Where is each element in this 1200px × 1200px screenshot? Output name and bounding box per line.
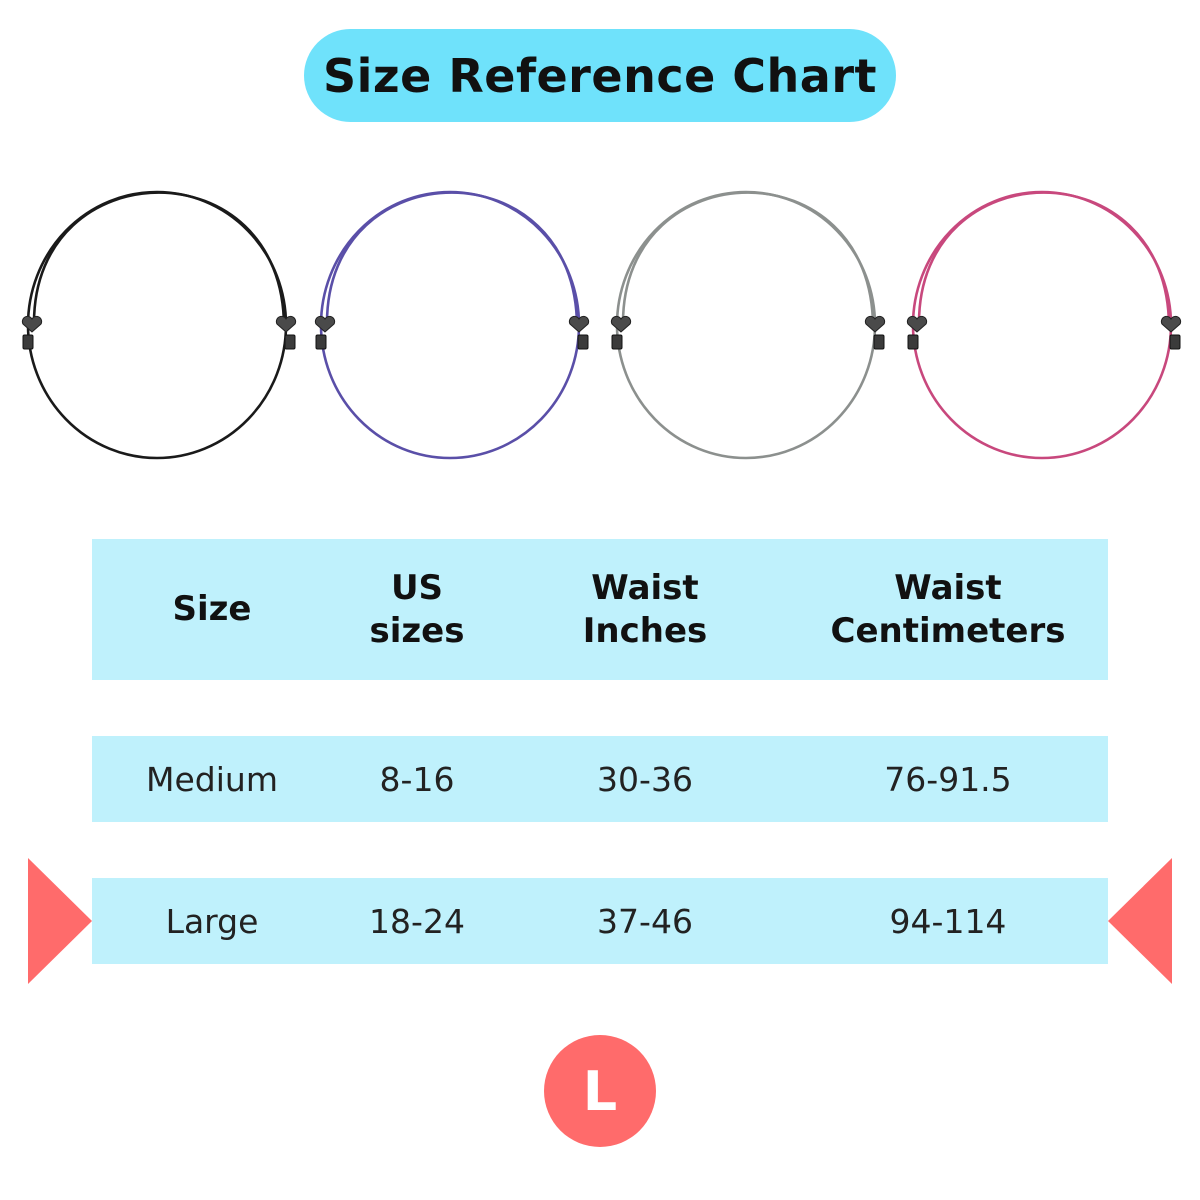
band-gray bbox=[610, 190, 886, 460]
arrow-left-marker-icon bbox=[1108, 858, 1172, 984]
page-title: Size Reference Chart bbox=[322, 48, 878, 103]
slider-bead-icon bbox=[611, 334, 623, 350]
band-strand bbox=[32, 191, 286, 328]
heart-charm-icon bbox=[314, 315, 336, 333]
cell-waist-inches: 30-36 bbox=[597, 759, 693, 799]
arrow-right-marker-icon bbox=[28, 858, 92, 984]
cell-us-sizes: 18-24 bbox=[369, 901, 465, 941]
cell-size: Medium bbox=[146, 759, 278, 799]
cell-size: Large bbox=[165, 901, 259, 941]
slider-bead-icon bbox=[873, 334, 885, 350]
table-row-medium: Medium 8-16 30-36 76-91.5 bbox=[92, 736, 1108, 822]
table-row-large: Large 18-24 37-46 94-114 bbox=[92, 878, 1108, 964]
size-badge: L bbox=[544, 1035, 656, 1147]
heart-charm-icon bbox=[864, 315, 886, 333]
slider-bead-icon bbox=[577, 334, 589, 350]
band-strand bbox=[325, 191, 579, 328]
band-strand bbox=[621, 191, 875, 328]
heart-charm-icon bbox=[275, 315, 297, 333]
heart-charm-icon bbox=[21, 315, 43, 333]
slider-bead-icon bbox=[315, 334, 327, 350]
heart-charm-icon bbox=[1160, 315, 1182, 333]
header-size: Size bbox=[172, 589, 252, 629]
band-black bbox=[21, 190, 297, 460]
table-header-row: Size US sizes Waist Inches Waist Centimeter… bbox=[92, 539, 1108, 680]
cell-us-sizes: 8-16 bbox=[379, 759, 455, 799]
header-waist-inches: Waist Inches bbox=[582, 567, 708, 651]
band-purple bbox=[314, 190, 590, 460]
cell-waist-inches: 37-46 bbox=[597, 901, 693, 941]
slider-bead-icon bbox=[284, 334, 296, 350]
header-waist-centimeters: Waist Centimeters bbox=[830, 567, 1066, 651]
slider-bead-icon bbox=[1169, 334, 1181, 350]
heart-charm-icon bbox=[568, 315, 590, 333]
cell-waist-centimeters: 94-114 bbox=[889, 901, 1007, 941]
cell-waist-centimeters: 76-91.5 bbox=[884, 759, 1012, 799]
band-strand bbox=[917, 191, 1171, 328]
heart-charm-icon bbox=[610, 315, 632, 333]
band-illustrations bbox=[21, 190, 1182, 460]
heart-charm-icon bbox=[906, 315, 928, 333]
band-pink bbox=[906, 190, 1182, 460]
slider-bead-icon bbox=[22, 334, 34, 350]
title-pill: Size Reference Chart bbox=[304, 29, 896, 122]
slider-bead-icon bbox=[907, 334, 919, 350]
size-badge-label: L bbox=[582, 1059, 618, 1123]
header-us-sizes: US sizes bbox=[369, 567, 465, 651]
